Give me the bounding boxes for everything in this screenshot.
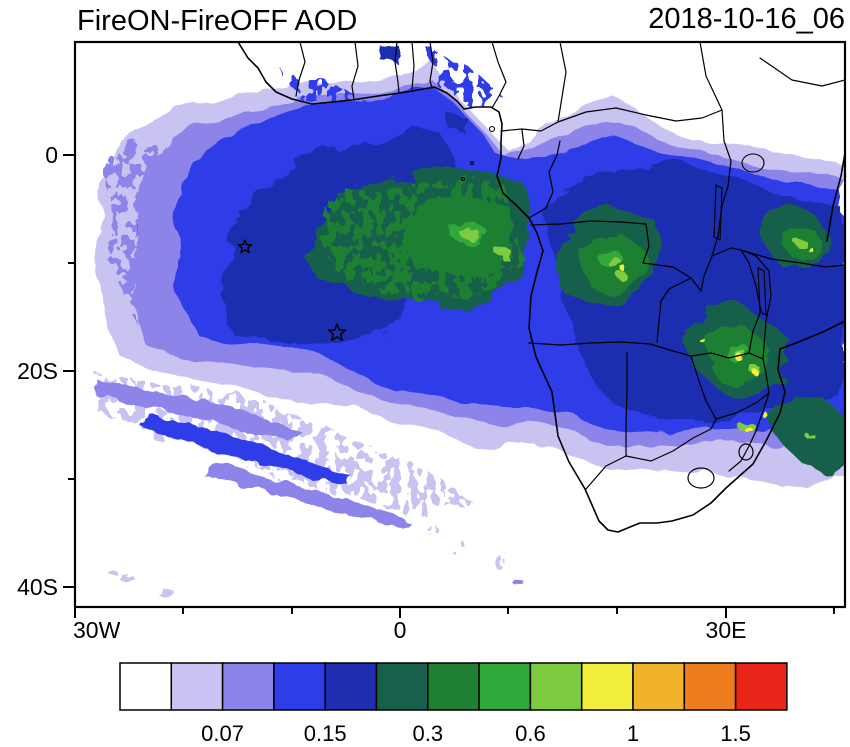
contour-spot-darkblue bbox=[378, 44, 400, 64]
x-axis-label-30e: 30E bbox=[706, 617, 747, 643]
contour-spot-yellow bbox=[745, 426, 753, 434]
streak-band bbox=[96, 380, 300, 440]
colorbar-cell bbox=[221, 662, 275, 711]
contour-patch-lightgreen bbox=[795, 239, 807, 247]
colorbar-label: 0.15 bbox=[304, 721, 347, 746]
lake-malawi bbox=[757, 267, 767, 316]
colorbar-cell bbox=[170, 662, 224, 711]
island-saotome bbox=[460, 176, 466, 182]
colorbar-label: 0.07 bbox=[201, 721, 244, 746]
colorbar-cell bbox=[580, 662, 634, 711]
colorbar-cell bbox=[683, 662, 737, 711]
contour-patch-lightgreen bbox=[617, 272, 627, 280]
star-marker bbox=[327, 323, 347, 341]
island-saotome bbox=[469, 160, 475, 166]
axis-ticks bbox=[63, 154, 835, 618]
contour-faint-south-speckles bbox=[112, 528, 528, 594]
x-axis-label-30w: 30W bbox=[73, 617, 121, 643]
contour-patch-lightgreen bbox=[803, 431, 813, 437]
contour-spot-yellow bbox=[763, 413, 769, 419]
border-eswatini bbox=[738, 443, 754, 461]
colorbar-cell bbox=[119, 662, 173, 711]
colorbar-cell bbox=[273, 662, 326, 711]
colorbar-cell bbox=[734, 662, 788, 711]
contour-spot-yellow bbox=[700, 338, 706, 344]
y-axis-label-0: 0 bbox=[45, 142, 58, 168]
axis-labels: 0 20S 40S 30W 0 30E bbox=[17, 142, 746, 643]
contour-spot-yellow bbox=[753, 370, 759, 376]
lakes bbox=[713, 153, 767, 316]
border-lesotho bbox=[687, 467, 715, 489]
colorbar-cell bbox=[427, 662, 480, 711]
lake-tanganyika bbox=[713, 184, 723, 241]
contour-patch-lightgreen bbox=[497, 249, 513, 259]
colorbar-cell bbox=[375, 662, 429, 711]
colorbar: 0.07 0.15 0.3 0.6 1 1.5 bbox=[119, 662, 788, 746]
contour-patch-lightgreen bbox=[607, 257, 621, 267]
contour-spot-yellow bbox=[809, 248, 815, 254]
colorbar-tick-labels: 0.07 0.15 0.3 0.6 1 1.5 bbox=[201, 721, 751, 746]
map-outlines bbox=[237, 43, 844, 533]
contour-spot-darkblue bbox=[446, 112, 468, 132]
colorbar-label: 0.6 bbox=[515, 721, 546, 746]
island-bioko bbox=[488, 125, 496, 133]
station-markers bbox=[237, 239, 347, 341]
contour-field bbox=[94, 44, 844, 594]
y-axis-label-40s: 40S bbox=[17, 574, 58, 600]
colorbar-cell bbox=[478, 662, 532, 711]
map-frame bbox=[73, 40, 847, 609]
contour-spot-yellow bbox=[621, 266, 627, 272]
colorbar-cell bbox=[324, 662, 378, 711]
colorbar-label: 1 bbox=[627, 721, 639, 746]
colorbar-label: 0.3 bbox=[413, 721, 444, 746]
streak-band bbox=[142, 415, 352, 486]
lake-victoria bbox=[741, 153, 765, 173]
country-borders bbox=[295, 43, 844, 490]
contour-speckle-guinea bbox=[282, 70, 372, 112]
plot-title: FireON-FireOFF AOD bbox=[77, 5, 357, 37]
streak-band bbox=[202, 462, 408, 528]
x-axis-label-0: 0 bbox=[394, 617, 407, 643]
star-marker bbox=[237, 239, 253, 254]
colorbar-cell bbox=[632, 662, 686, 711]
y-axis-label-20s: 20S bbox=[17, 358, 58, 384]
plot-date: 2018-10-16_06 bbox=[648, 3, 845, 35]
colorbar-label: 1.5 bbox=[720, 721, 751, 746]
colorbar-cell bbox=[529, 662, 583, 711]
contour-patch-lightgreen bbox=[460, 228, 480, 240]
coastline-east-africa bbox=[826, 154, 844, 242]
coastline-africa bbox=[237, 43, 844, 533]
